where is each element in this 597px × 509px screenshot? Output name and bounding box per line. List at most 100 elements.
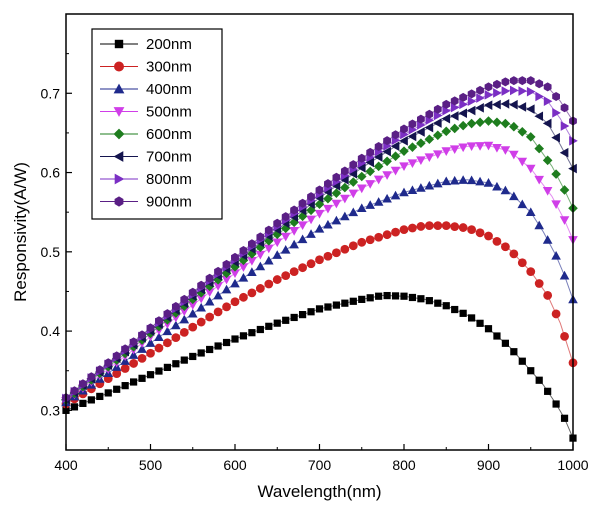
data-point bbox=[493, 332, 501, 340]
data-point bbox=[501, 77, 510, 87]
data-point bbox=[534, 175, 544, 185]
data-point bbox=[196, 294, 206, 304]
data-point bbox=[517, 102, 527, 112]
data-point bbox=[425, 109, 434, 119]
data-point bbox=[560, 331, 569, 341]
data-point bbox=[449, 145, 460, 155]
data-point bbox=[450, 102, 460, 113]
data-point bbox=[559, 270, 570, 280]
data-point bbox=[121, 382, 129, 390]
legend-marker bbox=[114, 61, 124, 72]
x-tick-label: 400 bbox=[54, 457, 78, 473]
data-point bbox=[560, 121, 570, 131]
data-point bbox=[551, 250, 561, 260]
data-point bbox=[517, 157, 528, 167]
data-point bbox=[348, 241, 358, 251]
data-point bbox=[306, 205, 316, 216]
data-point bbox=[129, 359, 139, 368]
data-point bbox=[525, 132, 536, 142]
data-point bbox=[289, 239, 299, 249]
data-point bbox=[264, 279, 274, 289]
data-point bbox=[280, 244, 291, 254]
data-point bbox=[510, 348, 518, 356]
data-point bbox=[331, 199, 342, 209]
data-point bbox=[449, 175, 460, 185]
legend-marker bbox=[113, 151, 124, 162]
data-point bbox=[525, 207, 536, 217]
data-point bbox=[509, 249, 519, 259]
data-point bbox=[500, 118, 511, 129]
data-point bbox=[484, 90, 494, 100]
data-point bbox=[188, 287, 197, 297]
data-point bbox=[239, 246, 248, 256]
y-tick-label: 0.6 bbox=[41, 165, 61, 181]
data-point bbox=[365, 235, 375, 245]
data-point bbox=[492, 117, 502, 128]
data-point bbox=[230, 269, 240, 279]
legend-marker bbox=[113, 128, 125, 140]
data-point bbox=[179, 327, 189, 337]
data-point bbox=[434, 299, 442, 307]
data-point bbox=[424, 221, 434, 231]
data-point bbox=[551, 200, 561, 210]
data-point bbox=[391, 227, 400, 237]
data-point bbox=[535, 376, 543, 384]
legend-item-500nm: 500nm bbox=[100, 104, 192, 121]
data-point bbox=[400, 124, 408, 134]
y-tick-label: 0.7 bbox=[41, 85, 61, 101]
data-point bbox=[451, 305, 459, 314]
legend-marker bbox=[113, 83, 125, 94]
data-point bbox=[408, 223, 417, 233]
data-point bbox=[179, 301, 190, 311]
data-point bbox=[255, 284, 265, 293]
data-point bbox=[248, 239, 256, 249]
data-point bbox=[433, 130, 443, 141]
data-point bbox=[542, 235, 553, 244]
data-point bbox=[450, 96, 459, 106]
legend-marker bbox=[114, 173, 125, 185]
data-point bbox=[348, 189, 359, 199]
data-point bbox=[373, 175, 384, 185]
data-point bbox=[145, 338, 156, 347]
data-point bbox=[517, 258, 527, 268]
data-point bbox=[475, 117, 485, 128]
data-point bbox=[146, 323, 155, 333]
data-point bbox=[204, 281, 215, 292]
data-point bbox=[256, 325, 264, 334]
data-point bbox=[146, 371, 155, 379]
data-point bbox=[552, 91, 560, 101]
data-point bbox=[239, 292, 248, 302]
data-point bbox=[374, 142, 383, 152]
data-point bbox=[383, 291, 391, 300]
data-point bbox=[483, 141, 494, 151]
legend-item-800nm: 800nm bbox=[100, 171, 192, 188]
data-point bbox=[299, 311, 307, 319]
data-point bbox=[95, 365, 104, 375]
data-point bbox=[297, 234, 308, 244]
data-point bbox=[518, 86, 528, 96]
data-point bbox=[441, 221, 451, 231]
data-point bbox=[374, 232, 384, 242]
data-point bbox=[163, 309, 172, 319]
data-point bbox=[551, 169, 561, 179]
data-point bbox=[289, 227, 299, 236]
data-point bbox=[458, 120, 468, 131]
data-point bbox=[298, 198, 307, 208]
data-point bbox=[214, 266, 222, 276]
data-point bbox=[248, 329, 256, 337]
data-point bbox=[315, 305, 324, 313]
data-point bbox=[273, 218, 282, 228]
data-point bbox=[424, 180, 435, 190]
data-point bbox=[238, 273, 249, 282]
data-point bbox=[433, 221, 443, 231]
data-point bbox=[441, 126, 452, 137]
data-point bbox=[357, 153, 366, 163]
legend-label: 400nm bbox=[146, 81, 192, 98]
data-point bbox=[264, 244, 274, 254]
data-point bbox=[162, 326, 173, 336]
data-point bbox=[399, 162, 409, 172]
x-tick-label: 1000 bbox=[557, 457, 588, 473]
y-axis-title: Responsivity(A/W) bbox=[11, 162, 30, 302]
